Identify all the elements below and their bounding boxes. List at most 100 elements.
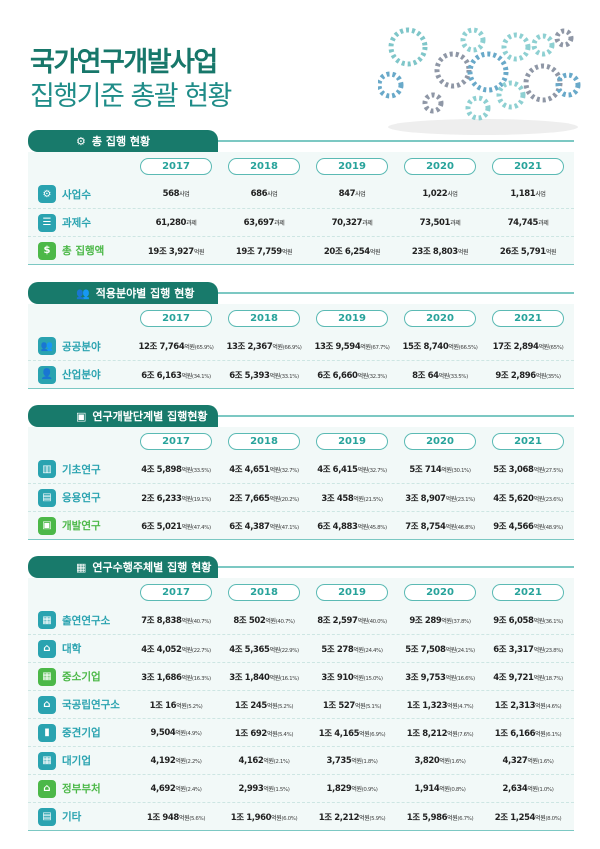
- section-panel: 2017 2018 2019 2020 2021 👥 공공분야 12조 7,764억원(65.…: [28, 304, 574, 389]
- percent: (5.6%): [189, 815, 206, 822]
- value-cell: 5조 278억원(24.4%): [308, 643, 396, 655]
- value: 4조 5,620: [493, 493, 534, 504]
- percent: (2.1%): [273, 758, 290, 765]
- year-pill: 2019: [316, 432, 388, 450]
- unit: 사업: [447, 191, 458, 198]
- percent: (1.6%): [537, 758, 554, 765]
- unit: 과제: [274, 219, 285, 227]
- value-cell: 4조 5,898억원(33.5%): [132, 463, 220, 475]
- year-header-row: 2017 2018 2019 2020 2021: [28, 578, 574, 606]
- unit: 억원: [353, 495, 364, 503]
- percent: (21.5%): [363, 496, 383, 503]
- percent: (47.1%): [279, 524, 299, 531]
- percent: (5.4%): [277, 731, 294, 738]
- value-cell: 70,327과제: [308, 218, 396, 228]
- value: 70,327: [331, 217, 363, 228]
- value-cell: 6조 4,883억원(45.8%): [308, 520, 396, 532]
- value-cell: 6조 6,660억원(32.3%): [308, 369, 396, 381]
- row-label: 정부부처: [62, 783, 101, 795]
- table-row: 👥 공공분야 12조 7,764억원(65.9%) 13조 2,367억원(66.9%…: [28, 332, 574, 360]
- table-row: ▥ 기초연구 4조 5,898억원(33.5%) 4조 4,651억원(32.7%) 4…: [28, 455, 574, 483]
- percent: (23.8%): [543, 647, 563, 654]
- value: 9조 2,896: [495, 370, 536, 381]
- row-label: 개발연구: [62, 520, 101, 532]
- value-cell: 5조 7,508억원(24.1%): [396, 643, 484, 655]
- value: 4조 5,365: [229, 644, 270, 655]
- section-tab: 👥 적용분야별 집행 현황: [28, 282, 218, 304]
- unit: 억원: [181, 523, 193, 531]
- value-cell: 1조 1,323억원(4.7%): [396, 699, 484, 711]
- section-title: 연구개발단계별 집행현황: [92, 410, 208, 423]
- section-title: 총 집행 현황: [91, 135, 151, 148]
- value: 4,327: [502, 755, 528, 766]
- value-cell: 4조 5,365억원(22.9%): [220, 643, 308, 655]
- value-cell: 1,914억원(0.8%): [396, 784, 484, 794]
- year-header-row: 2017 2018 2019 2020 2021: [28, 304, 574, 332]
- percent: (24.4%): [363, 647, 383, 654]
- value-cell: 9,504억원(4.9%): [132, 728, 220, 738]
- unit: 억원: [353, 674, 364, 682]
- value: 4,162: [238, 755, 264, 766]
- value: 19조 7,759: [235, 246, 282, 257]
- value: 1조 692: [234, 728, 267, 739]
- unit: 억원: [359, 730, 370, 738]
- unit: 억원: [360, 344, 371, 351]
- value-cell: 1,181사업: [484, 189, 572, 199]
- unit: 억원: [175, 729, 186, 737]
- section-tab: ▦ 연구수행주체별 집행 현황: [28, 556, 218, 578]
- value: 1,181: [510, 189, 536, 199]
- value: 1조 4,165: [318, 728, 360, 739]
- year-pill: 2020: [404, 432, 476, 450]
- percent: (48.9%): [543, 524, 563, 531]
- year-pill: 2020: [404, 309, 476, 327]
- device-icon: ▣: [76, 409, 87, 423]
- year-pill: 2020: [404, 583, 476, 601]
- value-cell: 4조 5,620억원(23.6%): [484, 492, 572, 504]
- value-cell: 73,501과제: [396, 218, 484, 228]
- percent: (16.3%): [191, 675, 211, 682]
- value-cell: 1조 5,986억원(6.7%): [396, 811, 484, 823]
- value-cell: 847사업: [308, 189, 396, 199]
- buildings-icon: ▦: [38, 611, 56, 629]
- row-label: 산업분야: [62, 369, 101, 381]
- unit: 억원: [351, 757, 362, 765]
- percent: (46.8%): [455, 524, 475, 531]
- value-cell: 1조 1,960억원(6.0%): [220, 811, 308, 823]
- percent: (47.4%): [191, 524, 211, 531]
- percent: (16.1%): [279, 675, 299, 682]
- unit: 억원: [269, 523, 281, 531]
- year-pill: 2021: [492, 157, 564, 175]
- table-row: ▣ 개발연구 6조 5,021억원(47.4%) 6조 4,387억원(47.1%) 6…: [28, 511, 574, 539]
- percent: (1.6%): [449, 758, 466, 765]
- value: 26조 5,791: [499, 246, 546, 257]
- value: 5조 278: [321, 644, 354, 655]
- value-cell: 12조 7,764억원(65.9%): [132, 340, 220, 352]
- unit: 억원: [441, 618, 452, 625]
- unit: 억원: [181, 467, 193, 474]
- value-cell: 6조 6,163억원(34.1%): [132, 369, 220, 381]
- percent: (5.2%): [186, 703, 203, 710]
- value: 2조 7,665: [229, 493, 270, 504]
- page-subtitle: 집행기준 총괄 현황: [30, 81, 232, 112]
- value: 6조 4,387: [229, 521, 270, 532]
- value: 8조 2,597: [317, 616, 358, 626]
- unit: 억원: [527, 757, 538, 765]
- open-book-icon: ▤: [38, 488, 56, 507]
- percent: (33.5%): [191, 468, 211, 474]
- value-cell: 9조 6,058억원(36.1%): [484, 614, 572, 626]
- value: 4조 6,415: [317, 465, 358, 475]
- year-header-row: 2017 2018 2019 2020 2021: [28, 427, 574, 455]
- year-pill: 2018: [228, 432, 300, 450]
- percent: (6.0%): [281, 815, 298, 822]
- percent: (40.0%): [367, 619, 387, 625]
- divider: [218, 415, 574, 417]
- percent: (37.8%): [451, 619, 471, 625]
- divider: [218, 566, 574, 568]
- unit: 억원: [266, 702, 278, 710]
- percent: (30.1%): [451, 468, 471, 474]
- unit: 억원: [354, 702, 366, 710]
- unit: 억원: [533, 674, 545, 682]
- unit: 억원: [457, 248, 469, 256]
- value-cell: 3조 1,840억원(16.1%): [220, 671, 308, 683]
- percent: (6.1%): [545, 731, 562, 738]
